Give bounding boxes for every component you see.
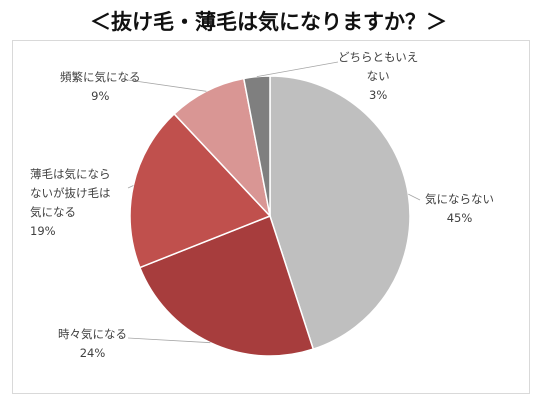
slice-label-kininaranai: 気にならない 45% [425, 190, 494, 228]
slice-value-label: 24% [79, 346, 106, 360]
slice-value-label: 3% [369, 88, 388, 102]
slice-label-tokidoki: 時々気になる 24% [58, 325, 127, 363]
slice-kininaranai [269, 75, 411, 351]
slice-label-text: 時々気になる [58, 327, 127, 341]
leader-line [127, 337, 211, 344]
slice-label-line-1: どちらともいえ [338, 50, 419, 64]
leader-line [127, 185, 134, 189]
slice-label-usuge: 薄毛は気になら ないが抜け毛は 気になる 19% [30, 165, 111, 241]
leader-lines [127, 61, 421, 344]
pie-slices [129, 75, 411, 357]
slice-label-text: 頻繁に気になる [60, 70, 141, 84]
slice-value-label: 45% [446, 211, 473, 225]
leader-line [256, 61, 339, 77]
slice-label-hinpan: 頻繁に気になる 9% [60, 68, 141, 106]
slice-label-line-3: 気になる [30, 205, 76, 219]
leader-line [127, 79, 207, 92]
slice-label-dochira: どちらともいえ ない 3% [338, 48, 418, 105]
slice-label-text: 気にならない [425, 192, 494, 206]
slice-usuge [129, 112, 272, 269]
leader-line [408, 193, 421, 201]
slice-label-line-2: ない [366, 69, 390, 83]
slice-label-line-1: 薄毛は気になら [30, 167, 111, 181]
slice-hinpan [173, 77, 272, 219]
chart-frame [12, 40, 530, 394]
chart-title: ＜抜け毛・薄毛は気になりますか？＞ [90, 10, 447, 34]
slice-value-label: 9% [91, 89, 110, 103]
slice-label-line-2: ないが抜け毛は [30, 186, 111, 200]
slice-value-label: 19% [30, 224, 56, 238]
